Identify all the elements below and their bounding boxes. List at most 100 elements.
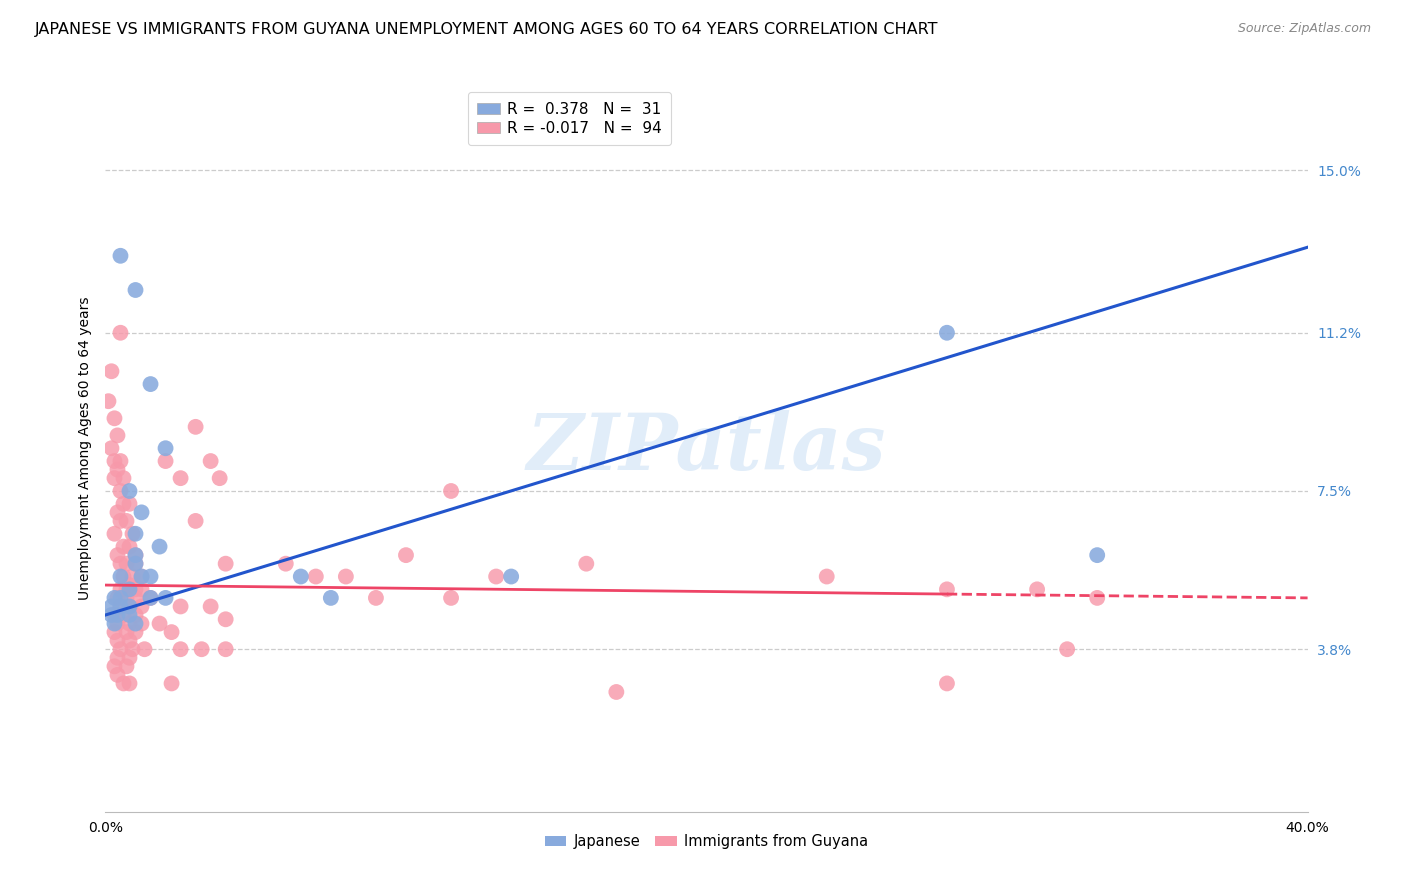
Point [148, 540, 170, 554]
Point [97, 394, 120, 409]
Legend: Japanese, Immigrants from Guyana: Japanese, Immigrants from Guyana [538, 829, 875, 855]
Point [485, 569, 508, 583]
Point [118, 633, 141, 648]
Point [139, 591, 162, 605]
Point [112, 676, 135, 690]
Point [124, 591, 146, 605]
Point [100, 364, 122, 378]
Point [200, 599, 222, 614]
Point [134, 642, 156, 657]
Point [100, 607, 122, 622]
Point [107, 505, 129, 519]
Point [107, 607, 129, 622]
Point [139, 569, 162, 583]
Point [118, 676, 141, 690]
Point [1085, 591, 1108, 605]
Point [110, 591, 132, 605]
Point [815, 569, 838, 583]
Point [112, 471, 135, 485]
Point [100, 442, 122, 455]
Point [440, 483, 463, 498]
Point [112, 607, 135, 622]
Point [103, 625, 125, 640]
Point [103, 526, 125, 541]
Point [155, 442, 177, 455]
Point [1056, 642, 1078, 657]
Point [160, 625, 183, 640]
Text: Source: ZipAtlas.com: Source: ZipAtlas.com [1237, 22, 1371, 36]
Point [124, 557, 146, 571]
Point [131, 582, 153, 597]
Point [1026, 582, 1049, 597]
Point [103, 471, 125, 485]
Point [118, 483, 141, 498]
Point [155, 454, 177, 468]
Point [115, 659, 138, 673]
Point [112, 569, 135, 583]
Point [112, 540, 135, 554]
Point [118, 540, 141, 554]
Point [169, 471, 191, 485]
Point [107, 548, 129, 562]
Point [124, 616, 146, 631]
Point [115, 582, 138, 597]
Point [200, 454, 222, 468]
Point [131, 505, 153, 519]
Point [208, 471, 231, 485]
Point [605, 685, 627, 699]
Point [131, 599, 153, 614]
Point [214, 612, 236, 626]
Point [110, 249, 132, 263]
Point [440, 591, 463, 605]
Point [124, 548, 146, 562]
Point [124, 582, 146, 597]
Point [274, 557, 297, 571]
Point [335, 569, 357, 583]
Point [100, 599, 122, 614]
Point [103, 454, 125, 468]
Point [107, 462, 129, 476]
Point [110, 483, 132, 498]
Point [148, 616, 170, 631]
Point [112, 497, 135, 511]
Point [305, 569, 328, 583]
Point [118, 582, 141, 597]
Point [131, 569, 153, 583]
Point [124, 526, 146, 541]
Point [110, 569, 132, 583]
Point [121, 526, 143, 541]
Point [115, 557, 138, 571]
Point [169, 642, 191, 657]
Point [118, 497, 141, 511]
Point [115, 591, 138, 605]
Point [110, 642, 132, 657]
Point [124, 607, 146, 622]
Point [110, 582, 132, 597]
Point [118, 607, 141, 622]
Point [169, 599, 191, 614]
Point [214, 642, 236, 657]
Point [115, 625, 138, 640]
Point [107, 650, 129, 665]
Point [107, 428, 129, 442]
Point [501, 569, 523, 583]
Point [936, 326, 959, 340]
Point [160, 676, 183, 690]
Point [936, 582, 959, 597]
Point [131, 616, 153, 631]
Point [118, 599, 141, 614]
Point [103, 659, 125, 673]
Point [118, 578, 141, 592]
Point [1085, 548, 1108, 562]
Point [110, 326, 132, 340]
Point [118, 599, 141, 614]
Point [103, 411, 125, 425]
Point [364, 591, 387, 605]
Point [124, 557, 146, 571]
Point [115, 514, 138, 528]
Point [139, 591, 162, 605]
Point [395, 548, 418, 562]
Point [110, 557, 132, 571]
Point [319, 591, 342, 605]
Point [110, 454, 132, 468]
